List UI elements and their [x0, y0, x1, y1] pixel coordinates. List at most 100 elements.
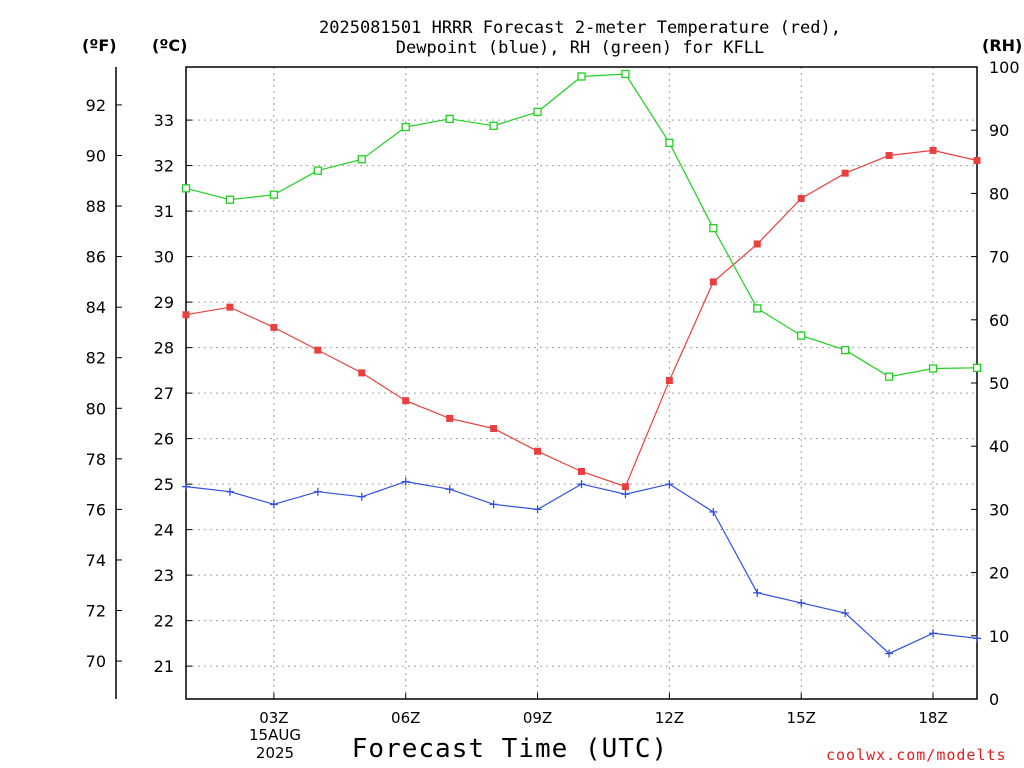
x-tick-label: 12Z [655, 709, 684, 727]
celsius-tick-label: 24 [154, 521, 174, 540]
fahrenheit-tick-label: 70 [86, 652, 106, 671]
chart-title-line-1: 2025081501 HRRR Forecast 2-meter Tempera… [319, 18, 841, 38]
celsius-tick-label: 27 [154, 384, 174, 403]
celsius-tick-label: 21 [154, 657, 174, 676]
temperature-point [490, 425, 498, 433]
celsius-tick-label: 28 [154, 339, 174, 358]
dewpoint-point [269, 500, 278, 509]
plot-area-frame [185, 66, 978, 700]
fahrenheit-tick-label: 88 [86, 197, 106, 216]
temperature-point [665, 376, 673, 384]
dewpoint-point [709, 507, 718, 516]
dewpoint-point [577, 480, 586, 489]
celsius-unit-label: (ºC) [152, 36, 188, 55]
rh-point [884, 372, 894, 381]
rh-series-line [185, 73, 978, 378]
date-day-label: 15AUG [249, 726, 301, 744]
fahrenheit-tick-label: 84 [86, 298, 106, 317]
rh-point [313, 166, 322, 175]
dewpoint-point [533, 505, 542, 514]
temperature-point [621, 483, 629, 491]
temperature-point [973, 157, 981, 165]
celsius-tick-label: 31 [154, 202, 174, 221]
rh-tick-label: 20 [989, 564, 1009, 583]
rh-point [665, 138, 674, 147]
temperature-point [578, 467, 585, 475]
rh-tick-label: 10 [989, 627, 1009, 646]
grid-lines [186, 67, 977, 699]
fahrenheit-tick-label: 82 [86, 349, 106, 368]
temperature-point [753, 240, 761, 248]
date-year-label: 2025 [255, 744, 295, 762]
temperature-series-line [185, 149, 978, 488]
temperature-point [929, 146, 937, 154]
x-tick-label: 18Z [918, 709, 947, 727]
rh-point [401, 122, 410, 132]
fahrenheit-tick-label: 72 [86, 602, 106, 621]
x-tick-label: 03Z [259, 709, 288, 727]
rh-point [357, 155, 366, 164]
dewpoint-point [929, 629, 938, 638]
rh-tick-label: 50 [989, 374, 1009, 393]
celsius-tick-label: 33 [154, 111, 174, 130]
dewpoint-point [225, 487, 234, 496]
fahrenheit-unit-label: (ºF) [82, 36, 117, 55]
rh-point [225, 195, 235, 204]
temperature-point [709, 278, 717, 286]
x-axis-title: Forecast Time (UTC) [351, 734, 669, 764]
dewpoint-point [357, 492, 366, 501]
source-credit: coolwx.com/modelts [826, 746, 1007, 764]
dewpoint-point [885, 649, 894, 658]
rh-point [621, 69, 630, 79]
fahrenheit-tick-label: 78 [86, 450, 106, 469]
data-series [181, 69, 982, 658]
celsius-tick-label: 32 [154, 157, 174, 176]
temperature-point [446, 414, 454, 422]
dewpoint-point [401, 477, 410, 486]
fahrenheit-tick-label: 74 [86, 551, 106, 570]
temperature-point [270, 323, 278, 331]
rh-point [269, 190, 279, 199]
rh-tick-label: 90 [989, 121, 1009, 140]
temperature-point [226, 303, 234, 311]
dewpoint-point [665, 480, 674, 489]
x-tick-label: 09Z [523, 709, 552, 727]
rh-point [972, 363, 982, 372]
rh-tick-label: 30 [989, 500, 1009, 519]
celsius-tick-label: 25 [154, 475, 174, 494]
temperature-point [797, 194, 805, 202]
axes: 03Z 06Z 09Z 12Z 15Z 18Z 70 72 74 76 78 80 82 84 86 88 90… [86, 58, 1020, 727]
rh-point [533, 107, 542, 117]
temperature-point [182, 311, 190, 319]
dewpoint-point [753, 588, 762, 597]
rh-unit-label: (RH) [982, 36, 1023, 55]
x-tick-label: 15Z [787, 709, 816, 727]
fahrenheit-tick-label: 80 [86, 399, 106, 418]
celsius-tick-label: 29 [154, 293, 174, 312]
rh-point [797, 331, 806, 340]
celsius-tick-label: 30 [154, 248, 174, 267]
rh-tick-label: 80 [989, 184, 1009, 203]
rh-point [577, 72, 586, 81]
dewpoint-point [489, 500, 498, 509]
celsius-tick-label: 23 [154, 566, 174, 585]
rh-point [709, 224, 718, 233]
dewpoint-point [797, 598, 806, 607]
fahrenheit-tick-label: 86 [86, 248, 106, 267]
chart-title-line-2: Dewpoint (blue), RH (green) for KFLL [395, 38, 765, 58]
dewpoint-point [841, 609, 850, 618]
fahrenheit-tick-label: 92 [86, 96, 106, 115]
rh-tick-label: 70 [989, 248, 1009, 267]
rh-point [489, 121, 498, 130]
rh-point [841, 345, 850, 355]
temperature-point [885, 151, 893, 159]
celsius-tick-label: 22 [154, 612, 174, 631]
dewpoint-point [973, 634, 981, 643]
temperature-point [534, 447, 542, 455]
rh-tick-label: 0 [989, 690, 999, 709]
temperature-point [314, 346, 322, 354]
celsius-tick-label: 26 [154, 430, 174, 449]
dewpoint-point [445, 485, 454, 494]
temperature-point [358, 369, 366, 377]
